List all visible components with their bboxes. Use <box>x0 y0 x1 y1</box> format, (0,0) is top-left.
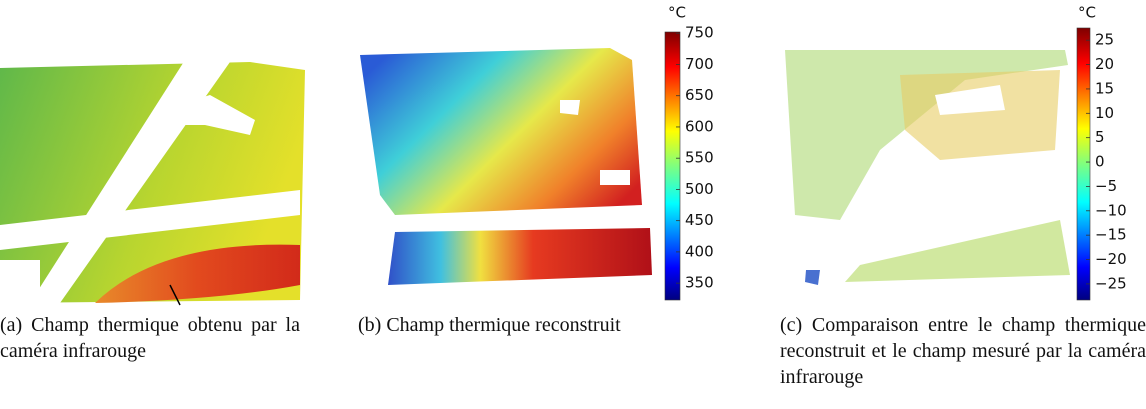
colorbar-tick-label: 5 <box>1095 128 1105 146</box>
colorbar-tick-label: 500 <box>685 180 714 198</box>
colorbar-tick-label: 400 <box>685 242 714 260</box>
colorbar-tick-label: 450 <box>685 211 714 229</box>
colorbar-tick-label: 350 <box>685 274 714 292</box>
colorbar-tick-label: −10 <box>1095 201 1127 219</box>
caption: (b) Champ thermique reconstruit <box>358 314 621 336</box>
caption: (c) Comparaison entre le champ thermique… <box>780 314 1146 388</box>
comparison-image-c <box>785 50 1070 285</box>
thermal-image-b <box>360 48 652 285</box>
colorbar-tick-label: −25 <box>1095 274 1127 292</box>
colorbar-tick-label: 10 <box>1095 104 1114 122</box>
colorbar-tick-label: 550 <box>685 149 714 167</box>
colorbar-tick-label: 650 <box>685 86 714 104</box>
colorbar-tick-label: −20 <box>1095 250 1127 268</box>
colorbar-tick-label: 15 <box>1095 79 1114 97</box>
colorbar-unit: °C <box>668 4 686 22</box>
colorbar-unit: °C <box>1078 4 1096 22</box>
colorbar <box>664 31 681 301</box>
colorbar-tick-label: 700 <box>685 55 714 73</box>
colorbar-tick-label: 750 <box>685 24 714 42</box>
caption: (a) Champ thermique obtenu par la caméra… <box>0 314 300 362</box>
colorbar-tick-label: 0 <box>1095 153 1105 171</box>
thermal-image-a <box>0 60 305 306</box>
colorbar-tick-label: −5 <box>1095 177 1117 195</box>
colorbar-tick-label: 20 <box>1095 55 1114 73</box>
colorbar-tick-label: 600 <box>685 117 714 135</box>
colorbar-tick-label: −15 <box>1095 226 1127 244</box>
colorbar <box>1076 27 1091 301</box>
colorbar-tick-label: 25 <box>1095 31 1114 49</box>
